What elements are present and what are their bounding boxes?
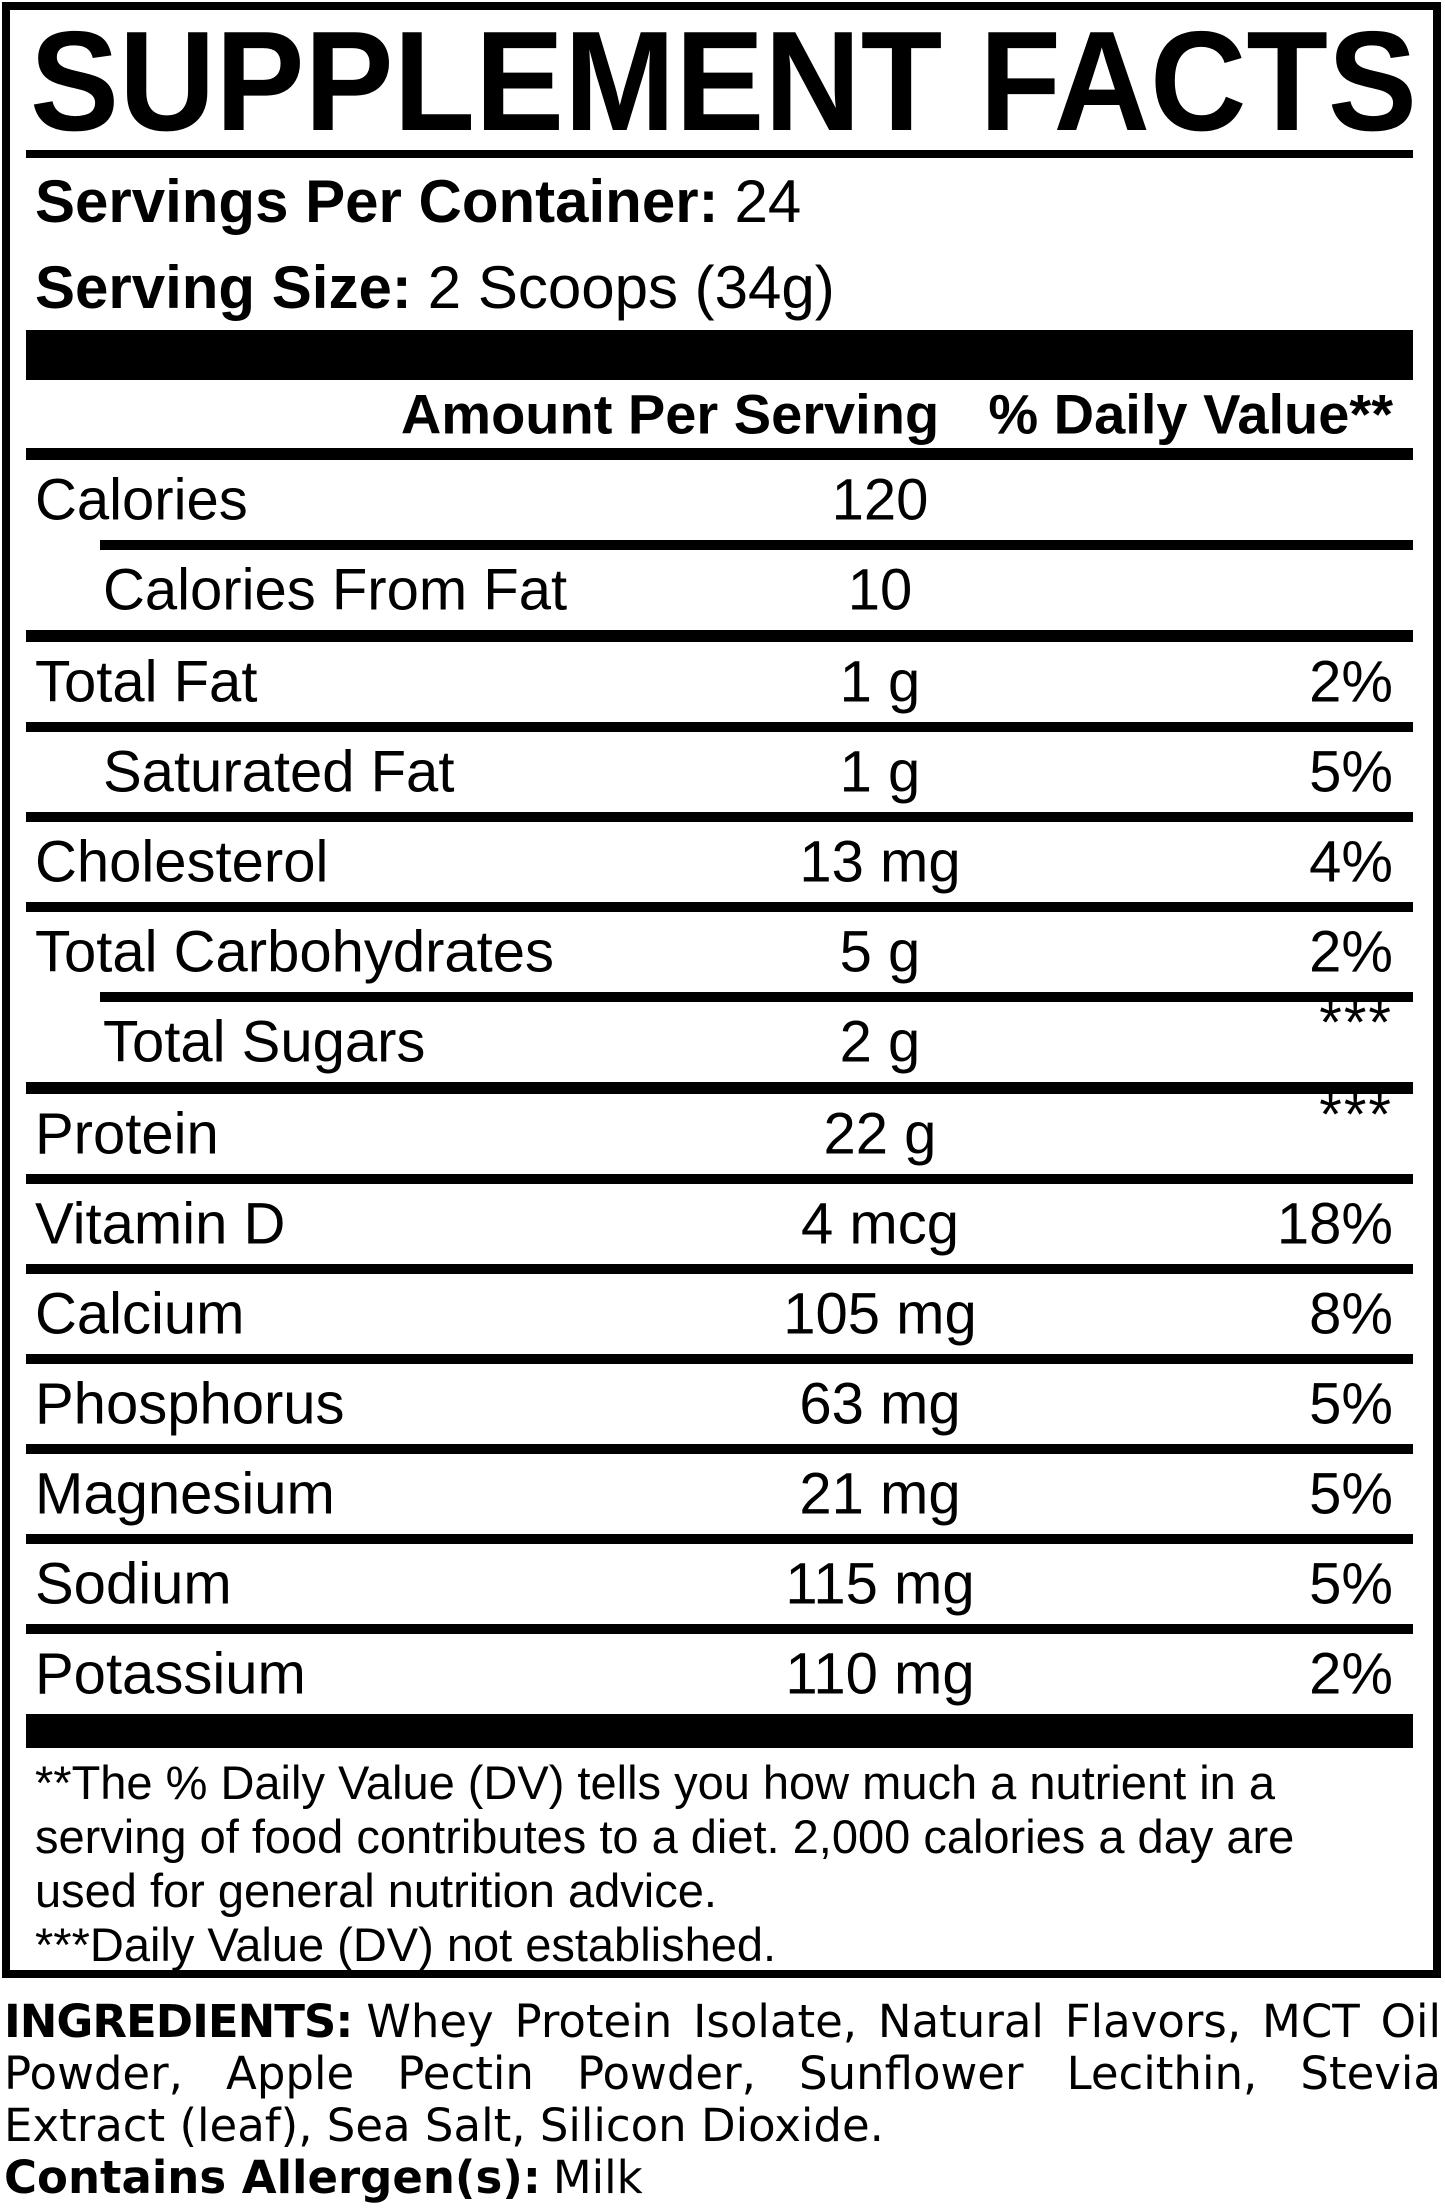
serving-size-label: Serving Size: — [35, 253, 412, 321]
nutrient-daily-value: 5% — [1309, 1461, 1393, 1527]
ingredients-section: INGREDIENTS: Whey Protein Isolate, Natura… — [4, 1996, 1441, 2204]
nutrient-row: Total Sugars 2 g *** — [10, 990, 1433, 1082]
nutrient-row: Saturated Fat 1 g 5% — [10, 732, 1433, 812]
allergen-label: Contains Allergen(s): — [4, 2151, 541, 2204]
table-header-row: Amount Per Serving % Daily Value** — [10, 380, 1433, 448]
nutrient-amount: 13 mg — [799, 829, 961, 895]
nutrient-row: Vitamin D 4 mcg 18% — [10, 1184, 1433, 1264]
nutrient-amount: 21 mg — [799, 1461, 961, 1527]
nutrient-name: Sodium — [35, 1551, 232, 1617]
nutrient-name: Cholesterol — [35, 829, 329, 895]
row-divider — [26, 1624, 1413, 1634]
row-divider — [26, 902, 1413, 912]
nutrient-row: Calories 120 — [10, 460, 1433, 540]
nutrient-name: Total Fat — [35, 649, 258, 715]
row-divider — [26, 1082, 1413, 1094]
daily-value-column-header: % Daily Value** — [988, 382, 1393, 446]
nutrient-amount: 2 g — [839, 1009, 921, 1075]
title-divider — [26, 150, 1413, 158]
nutrient-daily-value: 2% — [1309, 649, 1393, 715]
nutrient-amount: 1 g — [839, 739, 921, 805]
nutrient-amount: 22 g — [823, 1101, 937, 1167]
nutrient-row: Total Fat 1 g 2% — [10, 642, 1433, 722]
header-divider — [26, 448, 1413, 460]
supplement-facts-box: SUPPLEMENT FACTS Servings Per Container:… — [2, 2, 1441, 1978]
nutrient-name: Phosphorus — [35, 1371, 345, 1437]
nutrient-name: Magnesium — [35, 1461, 335, 1527]
allergen-paragraph: Contains Allergen(s): Milk — [4, 2152, 1441, 2204]
row-divider — [100, 540, 1413, 550]
nutrient-name: Calories — [35, 467, 248, 533]
nutrient-daily-value: 4% — [1309, 829, 1393, 895]
nutrient-amount: 105 mg — [783, 1281, 977, 1347]
nutrient-row: Sodium 115 mg 5% — [10, 1544, 1433, 1624]
row-divider — [26, 1444, 1413, 1454]
nutrient-table: Calories 120 Calories From Fat 10 Total … — [10, 460, 1433, 1714]
nutrient-amount: 120 — [831, 467, 929, 533]
ingredients-label: INGREDIENTS: — [4, 1995, 353, 2048]
nutrient-row: Protein 22 g *** — [10, 1082, 1433, 1174]
nutrient-amount: 10 — [847, 557, 913, 623]
row-divider — [26, 1354, 1413, 1364]
nutrient-amount: 115 mg — [785, 1551, 975, 1617]
nutrient-row: Phosphorus 63 mg 5% — [10, 1364, 1433, 1444]
nutrient-amount: 63 mg — [799, 1371, 961, 1437]
nutrient-daily-value: 2% — [1309, 919, 1393, 985]
nutrient-daily-value: 5% — [1309, 739, 1393, 805]
row-divider — [100, 992, 1413, 1002]
supplement-facts-title: SUPPLEMENT FACTS — [30, 26, 1417, 138]
nutrient-row: Calcium 105 mg 8% — [10, 1274, 1433, 1354]
ingredients-paragraph: INGREDIENTS: Whey Protein Isolate, Natura… — [4, 1996, 1441, 2152]
nutrient-name: Potassium — [35, 1641, 306, 1707]
serving-size-value: 2 Scoops (34g) — [427, 253, 835, 321]
header-black-bar — [26, 330, 1413, 380]
servings-per-container-label: Servings Per Container: — [35, 167, 719, 235]
nutrient-row: Total Carbohydrates 5 g 2% — [10, 912, 1433, 992]
servings-per-container-row: Servings Per Container: 24 — [10, 158, 1433, 244]
amount-column-header: Amount Per Serving — [400, 382, 940, 446]
daily-value-footnote: **The % Daily Value (DV) tells you how m… — [35, 1756, 1295, 1917]
nutrient-daily-value: 2% — [1309, 1641, 1393, 1707]
nutrient-amount: 4 mcg — [801, 1191, 959, 1257]
nutrient-daily-value: *** — [1319, 1082, 1393, 1148]
footnotes: **The % Daily Value (DV) tells you how m… — [10, 1748, 1433, 1972]
nutrient-name: Calories From Fat — [103, 557, 568, 623]
nutrient-daily-value: *** — [1319, 990, 1393, 1056]
serving-size-row: Serving Size: 2 Scoops (34g) — [10, 244, 1433, 330]
nutrient-row: Magnesium 21 mg 5% — [10, 1454, 1433, 1534]
nutrient-daily-value: 18% — [1276, 1191, 1393, 1257]
row-divider — [26, 722, 1413, 732]
row-divider — [26, 1534, 1413, 1544]
nutrient-daily-value: 5% — [1309, 1551, 1393, 1617]
nutrient-row: Calories From Fat 10 — [10, 550, 1433, 630]
row-divider — [26, 630, 1413, 642]
nutrient-row: Potassium 110 mg 2% — [10, 1634, 1433, 1714]
nutrient-daily-value: 8% — [1309, 1281, 1393, 1347]
not-established-footnote: ***Daily Value (DV) not established. — [35, 1918, 777, 1971]
ingredients-list: Whey Protein Isolate, Natural Flavors, M… — [4, 1995, 1441, 2152]
nutrient-amount: 110 mg — [785, 1641, 975, 1707]
row-divider — [26, 1174, 1413, 1184]
row-divider — [26, 812, 1413, 822]
row-divider — [26, 1264, 1413, 1274]
nutrient-daily-value: 5% — [1309, 1371, 1393, 1437]
servings-per-container-value: 24 — [734, 167, 802, 235]
allergen-value: Milk — [552, 2151, 643, 2204]
nutrient-name: Calcium — [35, 1281, 245, 1347]
nutrient-amount: 5 g — [839, 919, 921, 985]
nutrient-row: Cholesterol 13 mg 4% — [10, 822, 1433, 902]
nutrient-name: Total Sugars — [103, 1009, 426, 1075]
footer-black-bar — [26, 1714, 1413, 1748]
nutrient-name: Saturated Fat — [103, 739, 455, 805]
nutrient-name: Total Carbohydrates — [35, 919, 555, 985]
nutrient-name: Vitamin D — [35, 1191, 286, 1257]
title-text: SUPPLEMENT FACTS — [30, 26, 1417, 138]
nutrient-name: Protein — [35, 1101, 219, 1167]
nutrient-amount: 1 g — [839, 649, 921, 715]
